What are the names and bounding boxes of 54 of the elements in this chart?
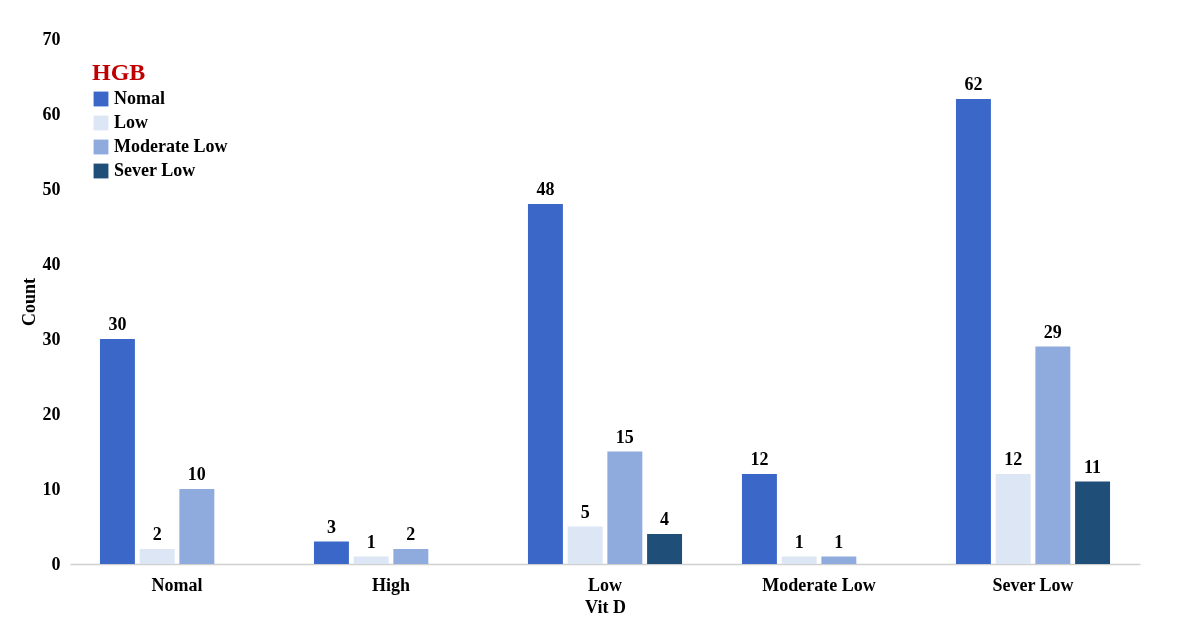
legend-label: Nomal (114, 88, 165, 108)
bar (1075, 481, 1111, 564)
data-label: 2 (152, 524, 162, 544)
x-axis-title: Vit D (585, 596, 626, 617)
y-tick-label: 40 (42, 253, 61, 274)
data-label: 12 (750, 449, 769, 469)
y-tick-label: 50 (42, 178, 61, 199)
data-label: 62 (964, 74, 983, 94)
x-tick-label: Nomal (151, 574, 203, 595)
bar (821, 556, 857, 564)
data-label: 3 (326, 516, 336, 537)
data-label: 1 (794, 531, 804, 552)
legend-label: Moderate Low (114, 136, 228, 156)
bar (393, 549, 429, 564)
bar (353, 556, 389, 564)
data-label: 48 (536, 179, 555, 199)
bar (741, 474, 777, 564)
y-tick-label: 0 (51, 553, 61, 574)
bar (1035, 346, 1071, 564)
data-label: 30 (108, 314, 127, 334)
legend-label: Low (114, 112, 149, 132)
y-tick-label: 70 (42, 28, 61, 49)
bar (139, 549, 175, 564)
data-label: 12 (1004, 449, 1023, 469)
y-tick-label: 10 (42, 478, 61, 499)
bar (313, 541, 349, 564)
bar (567, 526, 603, 564)
legend-label: Sever Low (114, 160, 196, 180)
data-label: 15 (615, 426, 634, 447)
data-label: 10 (187, 464, 206, 484)
bar (527, 204, 563, 564)
data-label: 29 (1043, 321, 1062, 342)
data-label: 2 (406, 524, 416, 544)
bar (179, 489, 215, 564)
y-axis-title: Count (18, 277, 39, 327)
bar (647, 534, 683, 564)
data-label: 4 (660, 509, 670, 529)
bar (607, 451, 643, 564)
data-label: 1 (366, 531, 376, 552)
y-tick-label: 60 (42, 103, 61, 124)
y-tick-label: 20 (42, 403, 61, 424)
bar (955, 99, 991, 564)
data-label: 1 (834, 531, 844, 552)
legend-title: HGB (92, 59, 146, 85)
bar (995, 474, 1031, 564)
bar (99, 339, 135, 564)
x-tick-label: Sever Low (992, 574, 1074, 595)
data-label: 11 (1084, 456, 1102, 477)
x-tick-label: Low (587, 574, 623, 595)
data-label: 5 (580, 501, 590, 522)
y-tick-label: 30 (42, 328, 61, 349)
x-tick-label: High (371, 574, 411, 595)
bar (781, 556, 817, 564)
x-tick-label: Moderate Low (762, 574, 876, 595)
